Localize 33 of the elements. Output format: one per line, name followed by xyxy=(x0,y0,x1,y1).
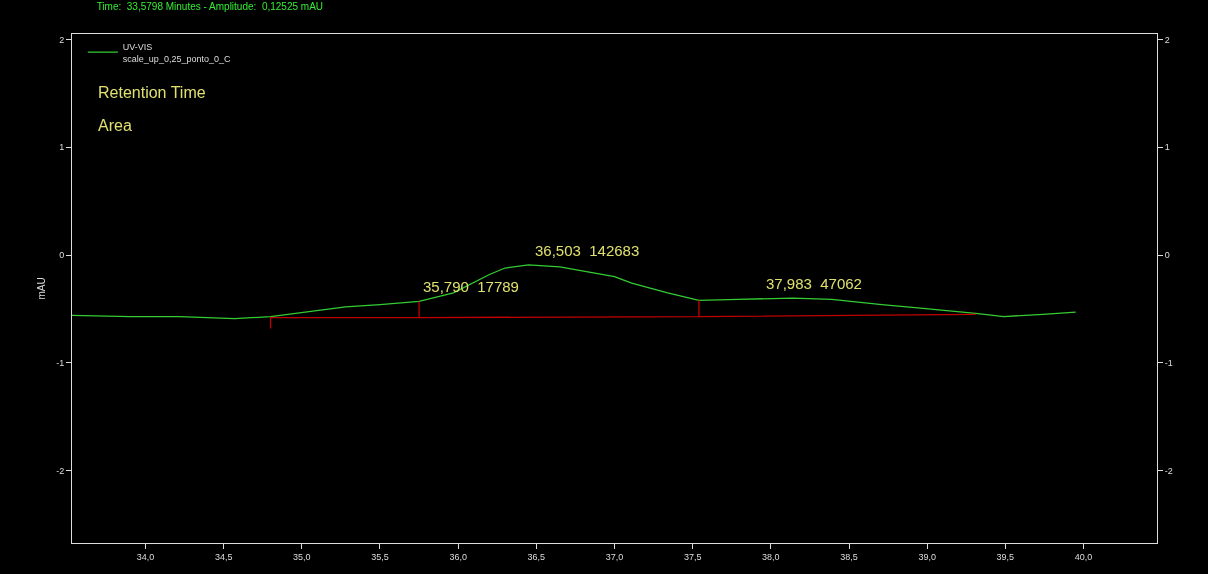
annotation: 35,790 17789 xyxy=(423,278,519,295)
y2-tick-label: -2 xyxy=(1164,465,1173,476)
x-tick-label: 35,0 xyxy=(293,551,311,562)
legend-label: UV-VIS scale_up_0,25_ponto_0_C xyxy=(122,41,231,64)
y-axis-title: mAU xyxy=(36,277,48,300)
x-tick-label: 36,5 xyxy=(527,551,546,562)
x-tick-label: 40,0 xyxy=(1074,551,1093,562)
y2-tick-label: 0 xyxy=(1164,250,1170,261)
y-tick-label: -1 xyxy=(56,358,65,369)
x-tick-label: 39,5 xyxy=(996,551,1015,562)
line-series xyxy=(72,264,1077,320)
y-tick-label: 0 xyxy=(59,250,65,261)
x-tick-label: 37,5 xyxy=(683,551,702,562)
x-tick-label: 37,0 xyxy=(605,551,624,562)
y2-tick-label: 2 xyxy=(1164,34,1170,45)
annotation: Area xyxy=(98,117,132,134)
x-tick-label: 34,5 xyxy=(214,551,233,562)
x-tick-label: 39,0 xyxy=(918,551,936,562)
annotation: 36,503 142683 xyxy=(535,242,640,259)
annotation: 37,983 47062 xyxy=(766,275,862,292)
x-tick-label: 38,0 xyxy=(762,551,780,562)
x-tick-label: 35,5 xyxy=(371,551,389,562)
x-tick-label: 38,5 xyxy=(840,551,858,562)
line-series xyxy=(269,299,977,330)
annotation: Retention Time xyxy=(98,84,206,101)
y2-tick-label: -1 xyxy=(1164,358,1173,369)
x-tick-label: 36,0 xyxy=(449,551,467,562)
x-tick-label: 34,0 xyxy=(136,551,155,562)
y-tick-label: 2 xyxy=(59,34,65,45)
chart-title: Time: 33,5798 Minutes - Amplitude: 0,12525 mAU xyxy=(96,0,324,12)
y-tick-label: 1 xyxy=(59,142,65,153)
y-tick-label: -2 xyxy=(56,465,65,476)
y2-tick-label: 1 xyxy=(1164,142,1170,153)
